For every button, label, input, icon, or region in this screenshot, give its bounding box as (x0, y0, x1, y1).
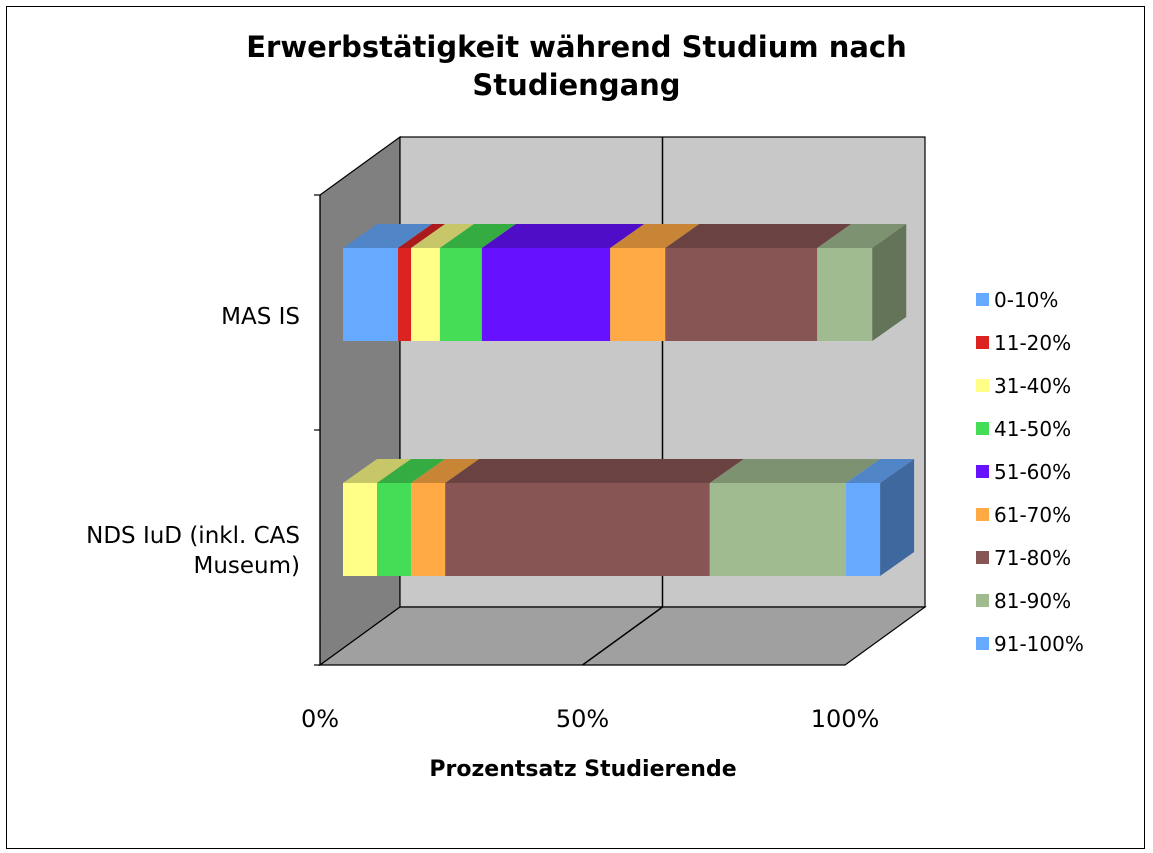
legend-item: 51-60% (976, 460, 1071, 484)
bar-segment (817, 224, 907, 341)
legend-item: 81-90% (976, 589, 1071, 613)
category-label: Museum) (193, 553, 300, 579)
legend-item: 61-70% (976, 503, 1071, 527)
gridline-50-floor (582, 606, 663, 666)
bar-segment-top (709, 459, 881, 483)
bar-segment-top (445, 459, 744, 483)
bar-segment-top (846, 459, 915, 483)
bar-segment-top (398, 224, 446, 248)
legend-label: 91-100% (994, 632, 1084, 656)
legend-label: 81-90% (994, 589, 1071, 613)
bar-segment-front (665, 248, 818, 341)
bar-segment-front (377, 483, 412, 576)
legend-swatch (976, 293, 989, 306)
legend-swatch (976, 465, 989, 478)
legend-item: 0-10% (976, 288, 1058, 312)
chart-title-line-2: Studiengang (472, 68, 681, 102)
legend-swatch (976, 551, 989, 564)
bar-segment-front (398, 248, 412, 341)
chart-walls (318, 135, 927, 667)
bar-segment-top (610, 224, 700, 248)
bar-segment-front (411, 248, 440, 341)
bar-segment-top (411, 459, 480, 483)
bar-segment (846, 459, 915, 576)
bar-segment-top (665, 224, 852, 248)
legend-swatch (976, 508, 989, 521)
x-axis: 0% 50% 100% Prozentsatz Studierende (301, 705, 879, 782)
y-axis: MAS IS NDS IuD (inkl. CAS Museum) (86, 194, 321, 666)
chart-title-line-1: Erwerbstätigkeit während Studium nach (246, 30, 907, 64)
bar-segment-top (377, 459, 446, 483)
bar-segment-front (846, 483, 881, 576)
bar-segment (610, 224, 700, 341)
bar-segment-front (709, 483, 847, 576)
bar-segment-front (411, 483, 446, 576)
bar-segment-front (343, 483, 378, 576)
x-tick-label: 100% (811, 705, 880, 733)
bar-segment-front (817, 248, 873, 341)
category-label: NDS IuD (inkl. CAS (86, 523, 300, 549)
bar-segment-top (343, 459, 412, 483)
legend-label: 71-80% (994, 546, 1071, 570)
bar-segment-front (445, 483, 710, 576)
legend-swatch (976, 637, 989, 650)
bar-segment (398, 224, 446, 341)
bar-segment-front (610, 248, 666, 341)
legend-swatch (976, 336, 989, 349)
category-label: MAS IS (221, 304, 300, 330)
bar-segment (411, 459, 480, 576)
bar-segment (439, 224, 516, 341)
x-tick-label: 50% (556, 705, 609, 733)
bar-segment-top (343, 224, 433, 248)
legend-item: 91-100% (976, 632, 1084, 656)
bar-segment-front (343, 248, 399, 341)
bar-segment (377, 459, 446, 576)
legend-label: 31-40% (994, 374, 1071, 398)
bar-segment (343, 459, 412, 576)
legend-swatch (976, 379, 989, 392)
legend-item: 31-40% (976, 374, 1071, 398)
bar-segment-top (411, 224, 474, 248)
bars (343, 224, 915, 576)
bar-segment (481, 224, 645, 341)
legend-label: 51-60% (994, 460, 1071, 484)
x-axis-title: Prozentsatz Studierende (429, 757, 736, 782)
bar-segment-top (481, 224, 645, 248)
legend-swatch (976, 422, 989, 435)
legend-item: 71-80% (976, 546, 1071, 570)
bar-segment (709, 459, 881, 576)
bar-segment-side (880, 459, 915, 576)
bar-segment (665, 224, 852, 341)
bar-segment (411, 224, 474, 341)
bar-segment-front (439, 248, 482, 341)
legend-label: 41-50% (994, 417, 1071, 441)
bar-segment-top (817, 224, 907, 248)
legend: 0-10% 11-20% 31-40% 41-50% 51-60% 61-70% 71-80… (976, 288, 1084, 656)
bar-segment (445, 459, 744, 576)
legend-label: 0-10% (994, 288, 1058, 312)
bar-segment (343, 224, 433, 341)
bar-segment-front (481, 248, 611, 341)
chart-title: Erwerbstätigkeit während Studium nach St… (0, 28, 1153, 104)
bar-segment-side (872, 224, 907, 341)
legend-item: 41-50% (976, 417, 1071, 441)
legend-label: 61-70% (994, 503, 1071, 527)
side-wall (319, 135, 401, 667)
legend-item: 11-20% (976, 331, 1071, 355)
x-tick-label: 0% (301, 705, 339, 733)
legend-swatch (976, 594, 989, 607)
bar-segment-top (439, 224, 516, 248)
legend-label: 11-20% (994, 331, 1071, 355)
